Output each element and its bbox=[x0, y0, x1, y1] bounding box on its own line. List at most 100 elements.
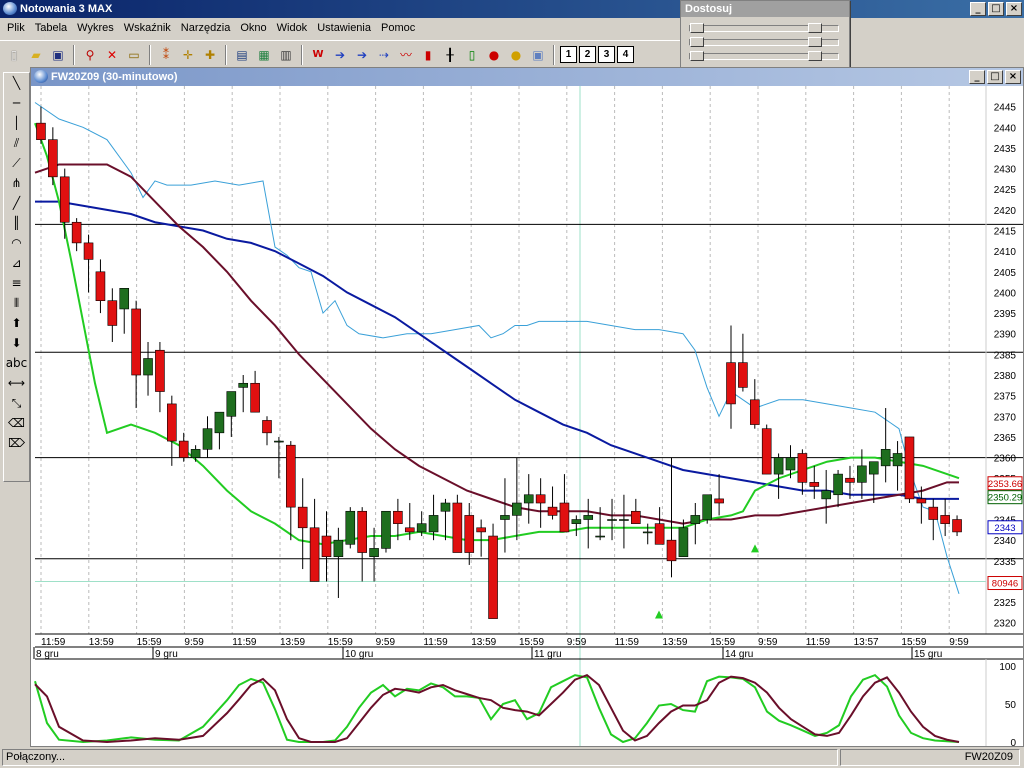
price-tick-label: 2340 bbox=[994, 536, 1017, 547]
line-chart-icon[interactable]: 〰 bbox=[399, 48, 412, 62]
candle-icon[interactable]: ▯ bbox=[468, 47, 476, 62]
trend-line-icon[interactable]: ⟋ bbox=[12, 155, 21, 170]
time-tick-label: 13:57 bbox=[854, 637, 879, 648]
eraser-icon[interactable]: ⌫ bbox=[8, 416, 25, 430]
candle-body bbox=[321, 535, 332, 557]
grid-icon[interactable]: ▦ bbox=[258, 47, 270, 62]
price-tick-label: 2335 bbox=[994, 557, 1017, 568]
candle-body bbox=[404, 527, 415, 533]
open-folder-icon[interactable]: ▰ bbox=[31, 47, 41, 62]
day-tick-label: 15 gru bbox=[914, 649, 942, 660]
chart-minimize-button[interactable]: _ bbox=[969, 70, 985, 84]
traffic-light-icon[interactable]: ● bbox=[488, 47, 500, 62]
horizontal-line-icon[interactable]: ─ bbox=[12, 96, 21, 110]
price-tick-label: 2395 bbox=[994, 309, 1017, 320]
menu-wskaznik[interactable]: Wskaźnik bbox=[123, 22, 171, 34]
slider-thumb[interactable] bbox=[808, 37, 822, 47]
arrow-down-icon[interactable]: ⬇ bbox=[11, 336, 22, 350]
price-chart[interactable]: 2320232523302335234023452350235523602365… bbox=[31, 86, 1023, 746]
slider-thumb[interactable] bbox=[690, 51, 704, 61]
table-icon[interactable]: ▤ bbox=[236, 47, 248, 62]
save-icon[interactable]: ▣ bbox=[52, 47, 64, 62]
slider-thumb[interactable] bbox=[690, 23, 704, 33]
candle-body bbox=[178, 440, 189, 458]
slider-thumb[interactable] bbox=[808, 23, 822, 33]
list-icon[interactable]: ▥ bbox=[280, 47, 292, 62]
candle-body bbox=[785, 457, 796, 471]
new-file-icon[interactable]: ▯ bbox=[10, 47, 18, 62]
candle-body bbox=[559, 502, 570, 533]
arrow-right-icon[interactable]: ➔ bbox=[334, 47, 346, 62]
text-tool[interactable]: abc bbox=[5, 356, 28, 370]
time-zones-icon[interactable]: ⦀ bbox=[13, 295, 20, 310]
minimize-button[interactable]: _ bbox=[970, 2, 986, 16]
menu-widok[interactable]: Widok bbox=[276, 22, 308, 34]
crosshair-alt-icon[interactable]: ✚ bbox=[204, 47, 216, 62]
arrow-dashed-icon[interactable]: ⇢ bbox=[378, 47, 390, 62]
layout-1-button[interactable]: 1 bbox=[560, 46, 577, 63]
candle-body bbox=[749, 399, 760, 425]
chart-window-controls: _ □ × bbox=[969, 70, 1021, 84]
candle-body bbox=[500, 515, 510, 520]
arrow-right-alt-icon[interactable]: ➔ bbox=[356, 47, 368, 62]
picture-icon[interactable]: ▣ bbox=[532, 47, 544, 62]
arc-icon[interactable]: ◠ bbox=[11, 236, 22, 250]
candle-body bbox=[333, 539, 344, 557]
candle-body bbox=[702, 494, 713, 520]
diagonal-move-icon[interactable]: ⤡ bbox=[11, 395, 22, 410]
diagonal-line-icon[interactable]: ╲ bbox=[12, 76, 21, 90]
menu-tabela[interactable]: Tabela bbox=[34, 22, 68, 34]
ruler-icon[interactable]: ▭ bbox=[128, 47, 140, 62]
menu-ustawienia[interactable]: Ustawienia bbox=[317, 22, 371, 34]
bulb-icon[interactable]: ● bbox=[510, 47, 522, 62]
menu-okno[interactable]: Okno bbox=[240, 22, 267, 34]
arrow-up-icon[interactable]: ⬆ bbox=[11, 316, 22, 330]
price-tick-label: 2385 bbox=[994, 350, 1017, 361]
scale-icon[interactable]: ⁑ bbox=[163, 47, 169, 62]
fibonacci-fan-icon[interactable]: ⊿ bbox=[11, 256, 22, 270]
slider-thumb[interactable] bbox=[808, 51, 822, 61]
eraser-all-icon[interactable]: ⌦ bbox=[8, 436, 25, 450]
candle-body bbox=[202, 428, 213, 450]
adjust-slider-2[interactable] bbox=[689, 37, 839, 47]
zoom-icon[interactable]: ⚲ bbox=[85, 47, 95, 62]
maximize-button[interactable]: □ bbox=[988, 2, 1004, 16]
candle-body bbox=[452, 502, 463, 553]
candle-body bbox=[916, 498, 927, 504]
last-price-label: 2343 bbox=[994, 523, 1015, 534]
volume-series-line bbox=[34, 102, 960, 594]
menu-pomoc[interactable]: Pomoc bbox=[381, 22, 416, 34]
candle-body bbox=[464, 515, 475, 553]
candle-body bbox=[690, 515, 701, 524]
delete-icon[interactable]: ✕ bbox=[106, 47, 118, 62]
ray-icon[interactable]: ╱ bbox=[12, 196, 21, 210]
wl-icon[interactable]: W bbox=[312, 49, 324, 60]
menu-narzedzia[interactable]: Narzędzia bbox=[180, 22, 231, 34]
fibonacci-levels-icon[interactable]: ≡ bbox=[11, 276, 22, 290]
parallel-lines-icon[interactable]: ║ bbox=[12, 216, 21, 230]
adjust-slider-1[interactable] bbox=[689, 23, 839, 33]
candle-body bbox=[262, 420, 272, 434]
bar-chart-icon[interactable]: ▮ bbox=[424, 47, 432, 62]
ohlc-icon[interactable]: ╂ bbox=[446, 47, 454, 62]
horizontal-move-icon[interactable]: ⟷ bbox=[7, 376, 26, 390]
channel-icon[interactable]: ⫽ bbox=[13, 135, 20, 150]
chart-maximize-button[interactable]: □ bbox=[987, 70, 1003, 84]
vertical-line-icon[interactable]: │ bbox=[12, 116, 21, 130]
crosshair-icon[interactable]: ✛ bbox=[182, 47, 194, 62]
price-tick-label: 2400 bbox=[994, 288, 1017, 299]
menu-plik[interactable]: Plik bbox=[7, 22, 25, 34]
slider-thumb[interactable] bbox=[690, 37, 704, 47]
layout-2-button[interactable]: 2 bbox=[579, 46, 596, 63]
time-tick-label: 11:59 bbox=[615, 637, 640, 648]
close-button[interactable]: × bbox=[1006, 2, 1022, 16]
chart-close-button[interactable]: × bbox=[1005, 70, 1021, 84]
adjust-slider-3[interactable] bbox=[689, 51, 839, 61]
menu-wykres[interactable]: Wykres bbox=[77, 22, 114, 34]
layout-3-button[interactable]: 3 bbox=[598, 46, 615, 63]
fan-icon[interactable]: ⋔ bbox=[11, 176, 22, 190]
time-tick-label: 9:59 bbox=[567, 637, 587, 648]
layout-4-button[interactable]: 4 bbox=[617, 46, 634, 63]
candle-body bbox=[250, 382, 260, 413]
app-icon bbox=[3, 2, 17, 15]
